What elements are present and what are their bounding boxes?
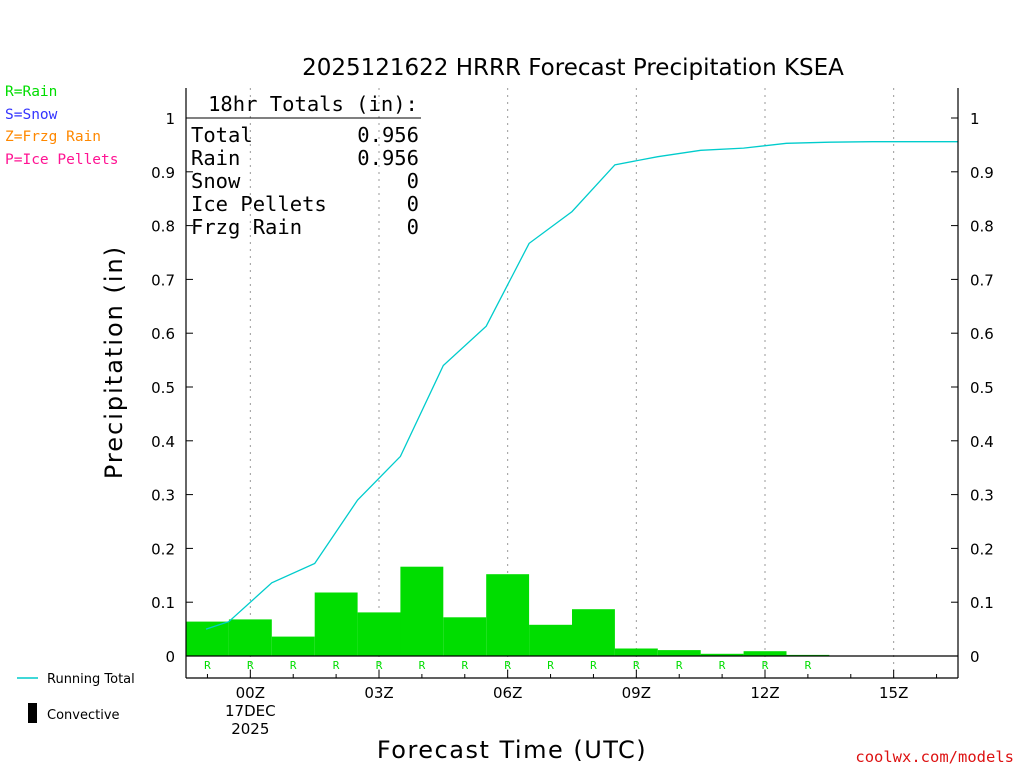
rain-bar xyxy=(228,619,272,656)
axes xyxy=(185,88,959,679)
rain-bar xyxy=(743,651,787,656)
precip-type-marker: R xyxy=(805,659,812,672)
y-tick-label-left: 0.7 xyxy=(151,271,175,289)
convective-legend-icon xyxy=(28,703,37,723)
grid-lines xyxy=(249,88,895,678)
rain-bar xyxy=(400,566,444,656)
precip-type-marker: R xyxy=(204,659,211,672)
totals-frzg-value: 0 xyxy=(407,215,419,239)
y-axis-title: Precipitation (in) xyxy=(100,245,128,479)
precip-type-marker: R xyxy=(376,659,383,672)
precip-type-marker: R xyxy=(333,659,340,672)
precip-type-legend: R=Rain S=Snow Z=Frzg Rain P=Ice Pellets xyxy=(5,84,119,168)
totals-rain-label: Rain xyxy=(191,146,240,170)
y-tick-label-left: 0.5 xyxy=(151,379,175,397)
y-tick-label-right: 0.6 xyxy=(970,325,994,343)
rain-bar xyxy=(271,636,315,656)
legend-ice-pellets: P=Ice Pellets xyxy=(5,152,119,168)
y-tick-label-right: 0.2 xyxy=(970,540,994,558)
x-tick-label: 15Z xyxy=(879,684,908,702)
precip-type-marker: R xyxy=(504,659,511,672)
running-total-line xyxy=(205,141,958,630)
precip-type-marker: R xyxy=(547,659,554,672)
series-legend: Running Total Convective xyxy=(17,672,135,723)
precip-type-marker: R xyxy=(633,659,640,672)
precip-type-marker: R xyxy=(762,659,769,672)
y-tick-label-left: 0.4 xyxy=(151,433,175,451)
totals-ice-value: 0 xyxy=(407,192,419,216)
precip-type-marker: R xyxy=(461,659,468,672)
precip-type-marker: R xyxy=(719,659,726,672)
rain-bar xyxy=(614,648,658,656)
y-tick-label-left: 0.6 xyxy=(151,325,175,343)
totals-header: 18hr Totals (in): xyxy=(208,92,418,116)
rain-bar xyxy=(657,650,701,656)
totals-snow-value: 0 xyxy=(407,169,419,193)
totals-ice-label: Ice Pellets xyxy=(191,192,327,216)
y-tick-label-right: 0.7 xyxy=(970,271,994,289)
totals-snow-label: Snow xyxy=(191,169,241,193)
y-tick-label-right: 1 xyxy=(970,110,980,128)
totals-box: 18hr Totals (in): Total 0.956 Rain 0.956… xyxy=(190,92,421,239)
rain-bars xyxy=(186,566,958,657)
y-tick-label-right: 0 xyxy=(970,648,980,666)
x-tick-label: 12Z xyxy=(750,684,779,702)
y-tick-label-left: 1 xyxy=(165,110,175,128)
rain-bar xyxy=(357,612,401,656)
precip-type-marker: R xyxy=(590,659,597,672)
y-tick-label-left: 0.9 xyxy=(151,164,175,182)
legend-rain: R=Rain xyxy=(5,84,57,100)
convective-legend-label: Convective xyxy=(47,708,120,723)
legend-snow: S=Snow xyxy=(5,107,58,123)
rain-bar xyxy=(486,574,530,656)
y-tick-label-right: 0.9 xyxy=(970,164,994,182)
y-tick-label-left: 0.8 xyxy=(151,218,175,236)
y-tick-label-right: 0.1 xyxy=(970,594,994,612)
totals-total-value: 0.956 xyxy=(357,123,419,147)
rain-bar xyxy=(700,653,744,656)
y-tick-label-right: 0.5 xyxy=(970,379,994,397)
running-total-legend-label: Running Total xyxy=(47,672,135,687)
precip-type-marker: R xyxy=(419,659,426,672)
totals-total-label: Total xyxy=(191,123,253,147)
x-tick-label: 03Z xyxy=(364,684,393,702)
chart-title: 2025121622 HRRR Forecast Precipitation K… xyxy=(302,55,844,81)
y-tick-label-left: 0.1 xyxy=(151,594,175,612)
rain-bar xyxy=(314,592,358,656)
x-tick-label: 06Z xyxy=(493,684,522,702)
y-tick-label-right: 0.8 xyxy=(970,218,994,236)
rain-bar xyxy=(186,621,229,656)
x-tick-label: 17DEC xyxy=(225,702,276,720)
y-tick-label-left: 0.2 xyxy=(151,540,175,558)
y-tick-label-left: 0.3 xyxy=(151,487,175,505)
x-axis-title: Forecast Time (UTC) xyxy=(377,736,647,764)
legend-frzg-rain: Z=Frzg Rain xyxy=(5,129,101,145)
x-tick-label: 2025 xyxy=(231,720,269,738)
totals-frzg-label: Frzg Rain xyxy=(191,215,302,239)
rain-bar xyxy=(529,624,572,656)
running-total-series xyxy=(205,141,958,630)
precip-type-marker: R xyxy=(676,659,683,672)
x-tick-label: 09Z xyxy=(622,684,651,702)
y-tick-label-left: 0 xyxy=(165,648,175,666)
precip-type-marker: R xyxy=(290,659,297,672)
x-tick-label: 00Z xyxy=(236,684,265,702)
y-tick-labels: 0 00.1 0.10.2 0.20.3 0.30.4 0.40.5 0.50.6 0.60.… xyxy=(151,110,994,666)
totals-rain-value: 0.956 xyxy=(357,146,419,170)
source-url: coolwx.com/models xyxy=(855,748,1014,766)
precip-type-marker: R xyxy=(247,659,254,672)
rain-bar xyxy=(572,609,615,656)
y-tick-label-right: 0.4 xyxy=(970,433,994,451)
rain-bar xyxy=(443,617,487,656)
y-tick-label-right: 0.3 xyxy=(970,487,994,505)
